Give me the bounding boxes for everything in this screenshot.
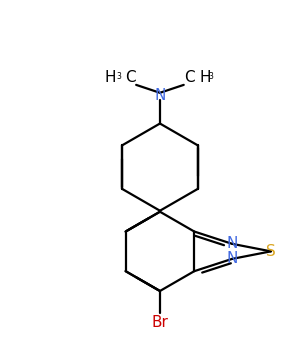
Text: N: N: [154, 88, 166, 103]
Text: H: H: [200, 71, 211, 85]
Text: C: C: [125, 71, 136, 85]
Text: N: N: [226, 236, 238, 251]
Text: $_3$: $_3$: [116, 71, 123, 83]
Text: C: C: [184, 71, 195, 85]
Text: $_3$: $_3$: [208, 71, 214, 83]
Text: S: S: [266, 244, 276, 259]
Text: H: H: [105, 71, 116, 85]
Text: Br: Br: [151, 315, 168, 330]
Text: N: N: [226, 252, 238, 266]
